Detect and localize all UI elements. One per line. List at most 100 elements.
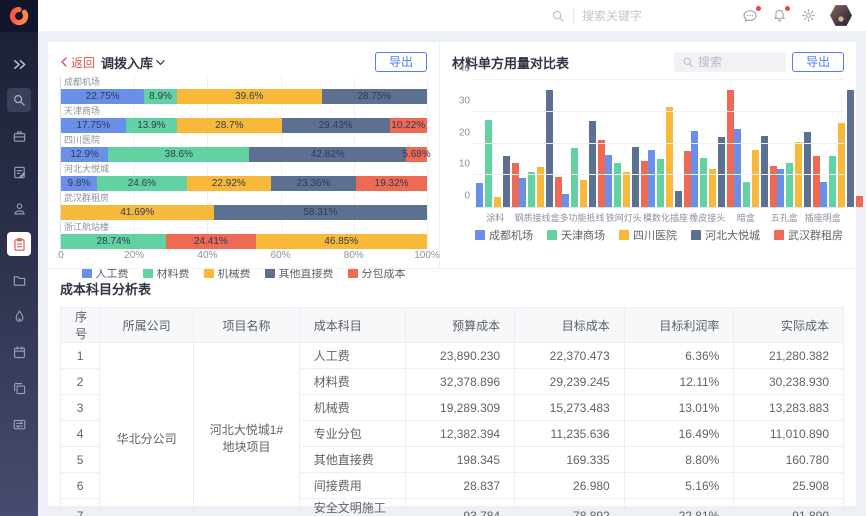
bar[interactable] bbox=[770, 165, 777, 207]
expand-icon[interactable] bbox=[7, 52, 31, 76]
bar[interactable] bbox=[503, 156, 510, 207]
bar-segment[interactable]: 22.75% bbox=[61, 89, 145, 104]
bar[interactable] bbox=[632, 146, 639, 207]
bar[interactable] bbox=[648, 149, 655, 207]
bar[interactable] bbox=[476, 183, 483, 207]
bar[interactable] bbox=[519, 178, 526, 207]
panel-search[interactable] bbox=[673, 52, 786, 72]
bar-segment[interactable]: 28.7% bbox=[176, 118, 282, 133]
legend-item[interactable]: 人工费 bbox=[81, 265, 129, 281]
global-search-input[interactable] bbox=[582, 8, 672, 23]
back-link[interactable]: 返回 bbox=[60, 54, 95, 71]
bar[interactable] bbox=[562, 194, 569, 207]
bar[interactable] bbox=[528, 172, 535, 207]
bar-segment[interactable]: 13.9% bbox=[125, 118, 177, 133]
user-badge-icon[interactable] bbox=[7, 196, 31, 220]
bar-segment[interactable]: 23.36% bbox=[270, 176, 357, 191]
search-icon[interactable] bbox=[7, 88, 31, 112]
bar[interactable] bbox=[752, 149, 759, 207]
bar[interactable] bbox=[555, 176, 562, 207]
legend-item[interactable]: 四川医院 bbox=[619, 227, 677, 243]
bar[interactable] bbox=[657, 159, 664, 207]
bar[interactable] bbox=[485, 119, 492, 207]
bar-segment[interactable]: 28.74% bbox=[61, 234, 167, 249]
bar[interactable] bbox=[743, 181, 750, 207]
bar-segment[interactable]: 9.8% bbox=[61, 176, 97, 191]
bar[interactable] bbox=[598, 140, 605, 207]
message-icon[interactable] bbox=[742, 5, 761, 24]
global-search[interactable] bbox=[551, 8, 672, 23]
bar-segment[interactable]: 42.82% bbox=[249, 147, 407, 162]
bar[interactable] bbox=[709, 168, 716, 207]
bar-segment[interactable]: 39.6% bbox=[176, 89, 322, 104]
bar-segment[interactable]: 24.6% bbox=[96, 176, 187, 191]
legend-item[interactable]: 成都机场 bbox=[475, 227, 533, 243]
bar[interactable] bbox=[512, 162, 519, 207]
bar-segment[interactable]: 29.43% bbox=[281, 118, 390, 133]
bar-segment[interactable]: 5.68% bbox=[402, 147, 431, 162]
bar-segment[interactable]: 12.9% bbox=[61, 147, 109, 162]
folder-icon[interactable] bbox=[7, 268, 31, 292]
bar[interactable] bbox=[727, 89, 734, 207]
bar-segment[interactable]: 8.9% bbox=[144, 89, 177, 104]
bar[interactable] bbox=[589, 121, 596, 207]
bar-segment[interactable]: 22.92% bbox=[186, 176, 271, 191]
calendar-icon[interactable] bbox=[7, 340, 31, 364]
bar-segment[interactable]: 28.75% bbox=[321, 89, 427, 104]
bar[interactable] bbox=[813, 156, 820, 207]
bar[interactable] bbox=[734, 129, 741, 207]
bar-segment[interactable]: 19.32% bbox=[356, 176, 427, 191]
bar[interactable] bbox=[829, 156, 836, 207]
briefcase-icon[interactable] bbox=[7, 124, 31, 148]
bar[interactable] bbox=[691, 130, 698, 207]
legend-item[interactable]: 河北大悦城 bbox=[691, 227, 760, 243]
bar[interactable] bbox=[718, 137, 725, 207]
bar[interactable] bbox=[847, 89, 854, 207]
legend-item[interactable]: 天津商场 bbox=[547, 227, 605, 243]
bar-segment[interactable]: 58.31% bbox=[213, 205, 427, 220]
bar-segment[interactable]: 17.75% bbox=[61, 118, 126, 133]
panel-search-input[interactable] bbox=[697, 55, 768, 69]
bar[interactable] bbox=[700, 157, 707, 207]
bar[interactable] bbox=[761, 135, 768, 207]
bar[interactable] bbox=[786, 162, 793, 207]
bar[interactable] bbox=[641, 160, 648, 207]
bar[interactable] bbox=[675, 191, 682, 207]
clipboard-icon[interactable] bbox=[7, 232, 31, 256]
copy-icon[interactable] bbox=[7, 376, 31, 400]
bar[interactable] bbox=[580, 180, 587, 207]
bar[interactable] bbox=[856, 195, 863, 207]
bar-segment[interactable]: 24.41% bbox=[166, 234, 256, 249]
bar[interactable] bbox=[804, 132, 811, 207]
page-title-dropdown[interactable]: 调拨入库 bbox=[101, 53, 165, 72]
droplet-icon[interactable] bbox=[7, 304, 31, 328]
legend-item[interactable]: 其他直接费 bbox=[264, 265, 334, 281]
bar-segment[interactable]: 38.6% bbox=[108, 147, 250, 162]
bar[interactable] bbox=[537, 167, 544, 207]
bar[interactable] bbox=[494, 197, 501, 207]
document-edit-icon[interactable] bbox=[7, 160, 31, 184]
legend-item[interactable]: 武汉群租房 bbox=[774, 227, 843, 243]
legend-item[interactable]: 分包成本 bbox=[347, 265, 406, 281]
avatar[interactable] bbox=[830, 5, 852, 26]
app-logo[interactable] bbox=[0, 0, 38, 32]
bar-segment[interactable]: 41.69% bbox=[61, 205, 214, 220]
legend-item[interactable]: 机械费 bbox=[203, 265, 251, 281]
bar[interactable] bbox=[614, 162, 621, 207]
bar[interactable] bbox=[666, 107, 673, 207]
bar[interactable] bbox=[605, 154, 612, 207]
transfer-icon[interactable] bbox=[7, 412, 31, 436]
export-button[interactable]: 导出 bbox=[791, 52, 844, 72]
bar-segment[interactable]: 10.22% bbox=[389, 118, 427, 133]
bar-segment[interactable]: 46.85% bbox=[255, 234, 427, 249]
bell-icon[interactable] bbox=[772, 6, 790, 23]
legend-item[interactable]: 材料费 bbox=[142, 265, 190, 281]
gear-icon[interactable] bbox=[801, 8, 816, 23]
bar[interactable] bbox=[777, 168, 784, 207]
bar[interactable] bbox=[820, 181, 827, 207]
export-button[interactable]: 导出 bbox=[374, 52, 427, 72]
bar[interactable] bbox=[546, 89, 553, 207]
bar[interactable] bbox=[838, 122, 845, 207]
bar[interactable] bbox=[571, 148, 578, 207]
bar[interactable] bbox=[684, 151, 691, 207]
